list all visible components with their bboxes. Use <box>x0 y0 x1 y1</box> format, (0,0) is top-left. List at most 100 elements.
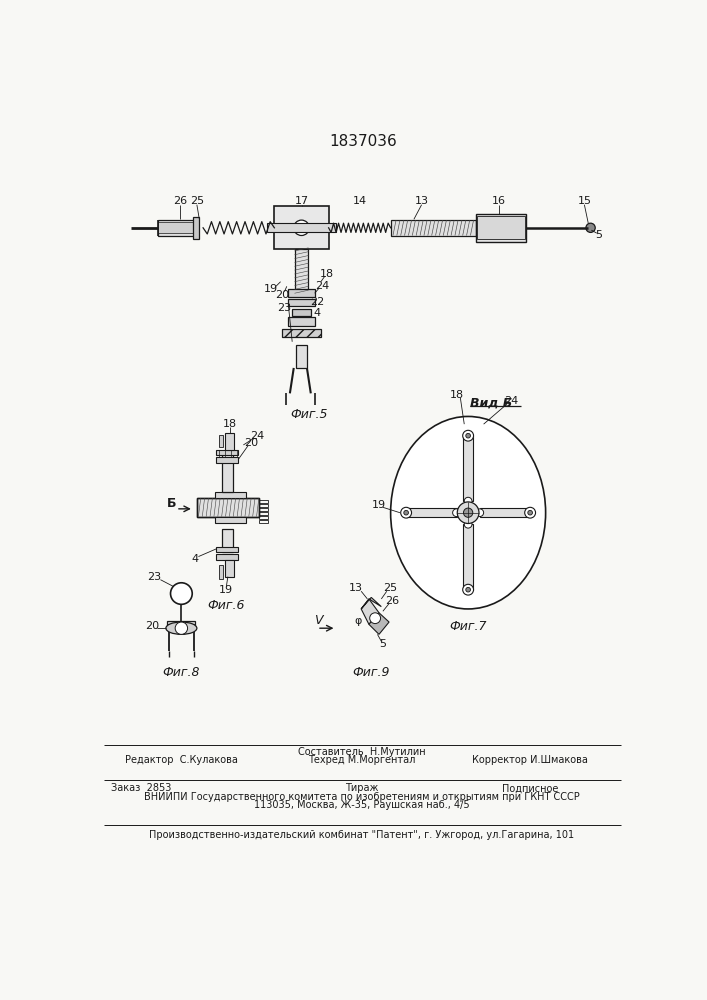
Bar <box>288 289 315 297</box>
Circle shape <box>293 220 309 235</box>
Circle shape <box>170 583 192 604</box>
Text: Фиг.8: Фиг.8 <box>163 666 200 679</box>
Circle shape <box>464 497 472 505</box>
Bar <box>218 565 223 579</box>
Circle shape <box>401 507 411 518</box>
Circle shape <box>464 520 472 528</box>
Text: 17: 17 <box>294 196 308 206</box>
Text: 13: 13 <box>349 583 363 593</box>
Polygon shape <box>464 524 473 590</box>
Text: 19: 19 <box>372 500 386 510</box>
Circle shape <box>528 510 532 515</box>
Text: Фиг.5: Фиг.5 <box>291 408 328 421</box>
Bar <box>259 504 268 507</box>
Text: 23: 23 <box>277 303 291 313</box>
Circle shape <box>457 502 479 523</box>
Text: Б: Б <box>168 497 177 510</box>
Text: 4: 4 <box>192 554 199 564</box>
Bar <box>216 457 238 463</box>
Text: 26: 26 <box>173 196 187 206</box>
Bar <box>222 453 233 492</box>
Polygon shape <box>464 436 473 501</box>
Circle shape <box>586 223 595 232</box>
Text: 13: 13 <box>414 196 428 206</box>
Text: 14: 14 <box>353 196 367 206</box>
Text: Фиг.7: Фиг.7 <box>450 620 487 633</box>
Text: 22: 22 <box>310 297 324 307</box>
Text: Фиг.6: Фиг.6 <box>208 599 245 612</box>
Text: 16: 16 <box>492 196 506 206</box>
Text: Техред М.Моргентал: Техред М.Моргентал <box>308 755 416 765</box>
Text: Составитель  Н.Мутилин: Составитель Н.Мутилин <box>298 747 426 757</box>
Bar <box>282 329 321 337</box>
Bar <box>259 516 268 519</box>
Circle shape <box>525 507 535 518</box>
Bar <box>215 492 246 498</box>
Text: 25: 25 <box>384 583 398 593</box>
Text: ВНИИПИ Государственного комитета по изобретениям и открытиям при ГКНТ СССР: ВНИИПИ Государственного комитета по изоб… <box>144 792 580 802</box>
Bar <box>295 249 308 296</box>
Text: 5: 5 <box>380 639 386 649</box>
Bar <box>225 560 234 577</box>
Text: 19: 19 <box>219 585 233 595</box>
Bar <box>274 206 329 249</box>
Circle shape <box>476 509 484 517</box>
Text: Подписное: Подписное <box>502 783 559 793</box>
Circle shape <box>466 433 470 438</box>
Bar <box>288 317 315 326</box>
Circle shape <box>370 613 380 624</box>
Text: 20: 20 <box>275 290 289 300</box>
Ellipse shape <box>391 416 546 609</box>
Polygon shape <box>480 508 530 517</box>
Text: Корректор И.Шмакова: Корректор И.Шмакова <box>472 755 588 765</box>
Text: 1837036: 1837036 <box>329 134 397 149</box>
Polygon shape <box>369 613 389 634</box>
Bar <box>296 345 307 368</box>
Polygon shape <box>406 508 457 517</box>
Text: Производственно-издательский комбинат "Патент", г. Ужгород, ул.Гагарина, 101: Производственно-издательский комбинат "П… <box>149 830 575 840</box>
Ellipse shape <box>166 622 197 634</box>
Text: 20: 20 <box>244 438 258 448</box>
Text: 20: 20 <box>145 621 159 631</box>
Bar <box>267 223 337 232</box>
Text: φ: φ <box>354 615 362 626</box>
Text: 25: 25 <box>189 196 204 206</box>
Bar <box>215 517 246 523</box>
Bar <box>197 498 259 517</box>
Bar <box>477 216 525 239</box>
Bar <box>391 220 476 235</box>
Text: Фиг.9: Фиг.9 <box>353 666 390 679</box>
Bar <box>158 222 199 233</box>
Text: V: V <box>315 614 323 627</box>
Text: 18: 18 <box>223 419 238 429</box>
Bar <box>168 621 195 626</box>
Bar <box>158 220 199 235</box>
Text: 24: 24 <box>315 281 329 291</box>
Bar <box>222 529 233 552</box>
Bar <box>216 547 238 552</box>
Circle shape <box>466 587 470 592</box>
Text: Заказ  2853: Заказ 2853 <box>111 783 171 793</box>
Text: 15: 15 <box>578 196 591 206</box>
Bar <box>225 433 234 450</box>
Text: 19: 19 <box>264 284 279 294</box>
Polygon shape <box>361 599 379 624</box>
Circle shape <box>404 510 409 515</box>
Polygon shape <box>361 597 381 609</box>
Text: Вид Б: Вид Б <box>470 396 513 409</box>
Bar <box>259 512 268 515</box>
Circle shape <box>462 430 474 441</box>
Circle shape <box>462 584 474 595</box>
Bar <box>476 214 526 242</box>
Text: 113035, Москва, Ж-35, Раушская наб., 4/5: 113035, Москва, Ж-35, Раушская наб., 4/5 <box>254 800 469 810</box>
Bar <box>292 309 311 316</box>
Text: 26: 26 <box>385 596 399 606</box>
Text: Редактор  С.Кулакова: Редактор С.Кулакова <box>125 755 238 765</box>
Bar <box>259 500 268 503</box>
Circle shape <box>464 508 473 517</box>
Bar <box>216 450 238 455</box>
Text: 18: 18 <box>450 390 464 400</box>
Text: 4: 4 <box>313 308 320 318</box>
Text: Тираж: Тираж <box>345 783 379 793</box>
Text: 24: 24 <box>503 396 518 406</box>
